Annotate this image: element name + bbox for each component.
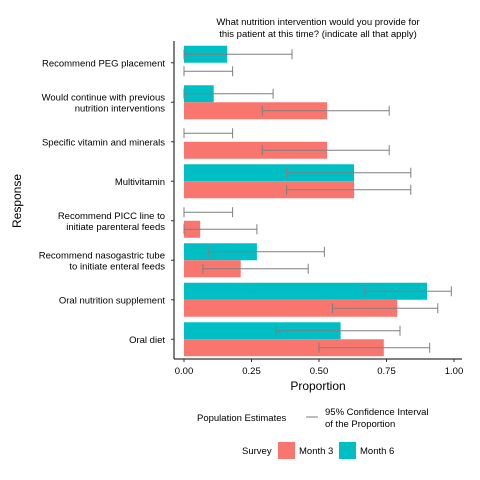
- bar-month-3: [184, 102, 328, 120]
- bar-month-3: [184, 181, 355, 199]
- bar-month-6: [184, 282, 427, 300]
- legend-survey: Survey Month 3 Month 6: [242, 442, 394, 459]
- bar-month-3: [184, 141, 328, 159]
- x-tick-label: 0.50: [310, 366, 329, 377]
- y-tick-label: nutrition interventions: [75, 103, 166, 114]
- legend-swatch-month-6: [339, 442, 356, 459]
- x-axis-title: Proportion: [290, 379, 345, 393]
- legend-ci-label-line-1: 95% Confidence Interval: [325, 407, 429, 418]
- y-tick-label: Multivitamin: [115, 177, 165, 188]
- y-tick-label: Recommend PEG placement: [42, 58, 165, 69]
- y-tick-label: Recommend PICC line to: [58, 211, 165, 222]
- x-tick-label: 1.00: [445, 366, 464, 377]
- y-tick-label: Oral nutrition supplement: [59, 295, 165, 306]
- y-tick-label: initiate parenteral feeds: [66, 222, 165, 233]
- legend-survey-title: Survey: [242, 446, 272, 457]
- legend-estimates: Population Estimates 95% Confidence Inte…: [197, 407, 429, 430]
- x-tick-label: 0.00: [175, 366, 194, 377]
- bar-month-6: [184, 322, 341, 340]
- legend-swatch-month-3: [278, 442, 295, 459]
- bar-month-3: [184, 339, 384, 357]
- y-axis-title: Response: [10, 174, 24, 228]
- y-tick-label: Would continue with previous: [42, 92, 166, 103]
- legend-label-month-6: Month 6: [360, 446, 394, 457]
- bar-month-6: [184, 164, 355, 182]
- legend-label-month-3: Month 3: [299, 446, 333, 457]
- y-tick-label: Recommend nasogastric tube: [39, 250, 165, 261]
- y-tick-label: Oral diet: [129, 335, 165, 346]
- chart-title-line-1: What nutrition intervention would you pr…: [216, 17, 419, 28]
- bar-month-3: [184, 299, 398, 317]
- x-tick-label: 0.25: [242, 366, 261, 377]
- chart-title-line-2: this patient at this time? (indicate all…: [219, 29, 417, 40]
- legend-ci-label-line-2: of the Proportion: [325, 419, 395, 430]
- y-tick-label: Specific vitamin and minerals: [42, 137, 165, 148]
- legend-estimates-label: Population Estimates: [197, 413, 286, 424]
- x-tick-label: 0.75: [377, 366, 396, 377]
- y-tick-label: to initiate enteral feeds: [69, 261, 165, 272]
- plot-area: 0.00 0.25 0.50 0.75 1.00 Recommend PEG placem…: [39, 41, 463, 377]
